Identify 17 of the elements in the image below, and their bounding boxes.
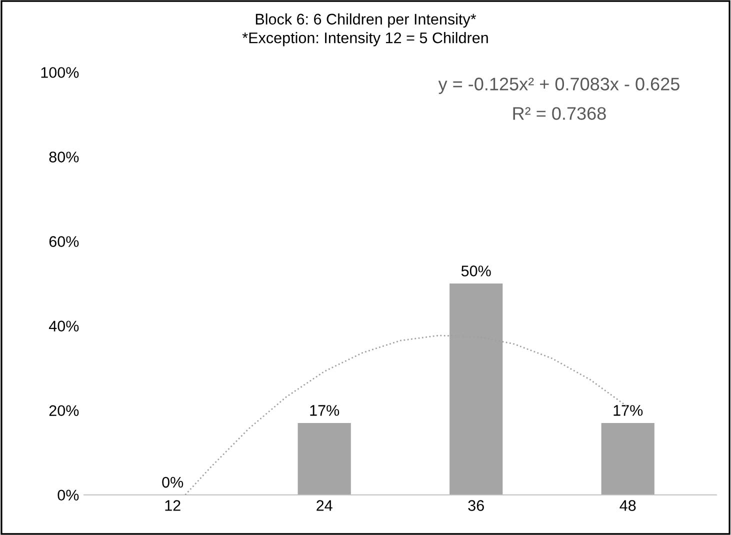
x-tick-label: 12 (165, 500, 180, 511)
x-tick-label: 48 (620, 500, 636, 511)
y-tick-label: 100% (41, 67, 79, 78)
y-tick-label: 80% (49, 152, 79, 162)
y-tick-label: 40% (48, 320, 79, 332)
chart-title: Block 6: 6 Children per Intensity* *Exception: Intensity 12 = 5 Children (242, 13, 488, 46)
data-label: 17% (614, 405, 643, 416)
annotation: R² = 0.7368 (513, 107, 606, 120)
y-tick-label: 0% (58, 490, 79, 501)
data-label: 50% (461, 266, 491, 276)
data-label: 0% (162, 476, 184, 488)
x-tick-label: 24 (316, 500, 332, 511)
y-tick-label: 60% (49, 236, 79, 247)
data-label: 17% (310, 405, 340, 416)
annotation: y = -0.125x² + 0.7083x - 0.625 (438, 78, 680, 94)
y-tick-label: 20% (49, 405, 79, 416)
x-tick-label: 36 (468, 500, 484, 511)
